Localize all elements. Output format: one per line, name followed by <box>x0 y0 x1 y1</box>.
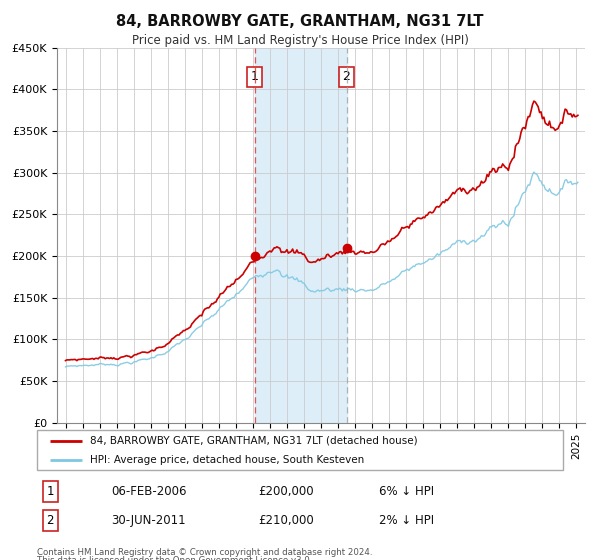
Text: 1: 1 <box>47 485 54 498</box>
Text: Contains HM Land Registry data © Crown copyright and database right 2024.: Contains HM Land Registry data © Crown c… <box>37 548 373 557</box>
FancyBboxPatch shape <box>37 430 563 470</box>
Bar <box>254 48 347 423</box>
Text: £200,000: £200,000 <box>258 485 314 498</box>
Text: 84, BARROWBY GATE, GRANTHAM, NG31 7LT (detached house): 84, BARROWBY GATE, GRANTHAM, NG31 7LT (d… <box>90 436 418 446</box>
Text: 1: 1 <box>251 71 259 83</box>
Text: 30-JUN-2011: 30-JUN-2011 <box>111 514 185 527</box>
Text: 84, BARROWBY GATE, GRANTHAM, NG31 7LT: 84, BARROWBY GATE, GRANTHAM, NG31 7LT <box>116 14 484 29</box>
Text: 2% ↓ HPI: 2% ↓ HPI <box>379 514 434 527</box>
Text: 2: 2 <box>343 71 350 83</box>
Text: Price paid vs. HM Land Registry's House Price Index (HPI): Price paid vs. HM Land Registry's House … <box>131 34 469 46</box>
Text: 2: 2 <box>47 514 54 527</box>
Text: HPI: Average price, detached house, South Kesteven: HPI: Average price, detached house, Sout… <box>90 455 364 464</box>
Text: £210,000: £210,000 <box>258 514 314 527</box>
Text: 6% ↓ HPI: 6% ↓ HPI <box>379 485 434 498</box>
Text: This data is licensed under the Open Government Licence v3.0.: This data is licensed under the Open Gov… <box>37 556 313 560</box>
Text: 06-FEB-2006: 06-FEB-2006 <box>111 485 186 498</box>
